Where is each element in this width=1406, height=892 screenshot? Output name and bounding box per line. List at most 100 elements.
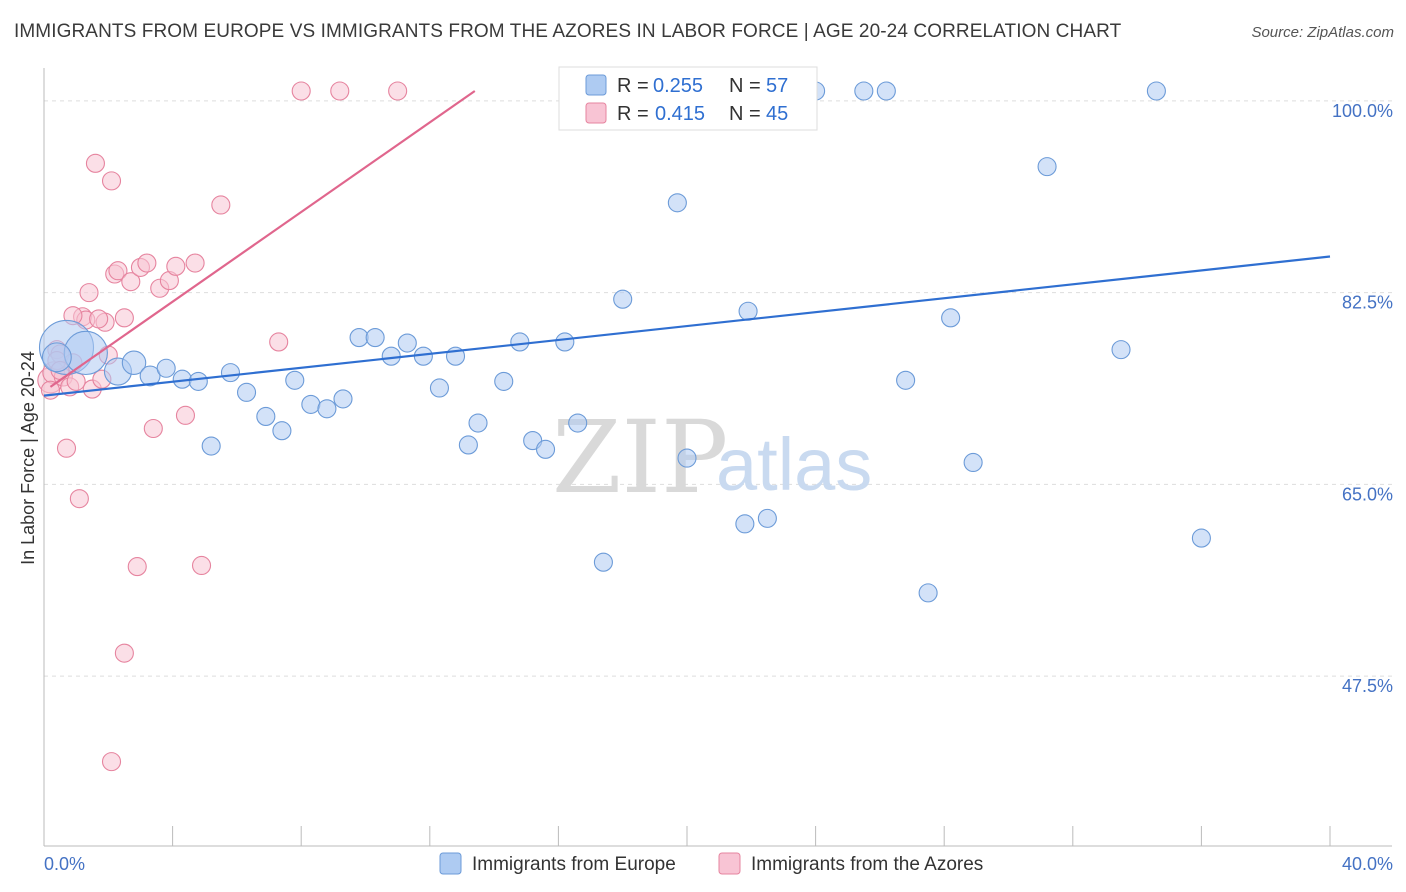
europe-point (317, 399, 337, 419)
europe-point (188, 371, 208, 391)
azores-point (143, 418, 163, 439)
europe-point (738, 301, 758, 321)
europe-point (397, 333, 417, 353)
europe-point (1146, 81, 1166, 101)
chart-title: IMMIGRANTS FROM EUROPE VS IMMIGRANTS FRO… (14, 21, 1122, 42)
azores-point (127, 557, 147, 577)
europe-trend-line (43, 255, 1331, 397)
europe-point (349, 328, 369, 348)
europe-point (220, 363, 241, 383)
azores-point (114, 308, 134, 328)
europe-point (156, 358, 176, 378)
europe-point (677, 448, 697, 468)
azores-point (330, 81, 350, 101)
azores-point (175, 405, 196, 425)
legend-azores-swatch (585, 102, 607, 124)
watermark: ZIP atlas (552, 399, 872, 516)
azores-point (166, 256, 186, 276)
legend-europe-n-label: N = (729, 75, 761, 97)
europe-point (381, 346, 401, 366)
legend-europe-swatch (585, 74, 607, 96)
europe-point (429, 378, 449, 398)
azores-point (89, 309, 109, 329)
correlation-legend: R = 0.255 N = 57 R = 0.415 N = 45 (558, 66, 818, 131)
x-tick-label-max: 40.0% (1342, 854, 1393, 874)
europe-point (555, 332, 575, 352)
europe-point (854, 81, 874, 101)
azores-point (101, 752, 122, 772)
europe-point (1191, 528, 1211, 548)
europe-point (41, 342, 72, 373)
europe-point (613, 289, 633, 309)
axes (43, 68, 1392, 847)
y-axis-label: In Labor Force | Age 20-24 (18, 351, 38, 565)
source-label: Source: ZipAtlas.com (1251, 24, 1394, 41)
series-europe-points (38, 81, 1211, 603)
europe-point (918, 583, 938, 603)
azores-point (79, 283, 99, 303)
europe-point (201, 436, 221, 456)
trend-lines (43, 90, 1331, 397)
azores-point (185, 253, 205, 273)
azores-point (69, 489, 89, 509)
europe-point (1111, 340, 1131, 360)
y-tick-label: 65.0% (1342, 484, 1393, 504)
watermark-atlas: atlas (716, 423, 872, 506)
europe-point (876, 81, 896, 101)
azores-point (66, 371, 86, 391)
series-azores-points (37, 81, 408, 772)
europe-point (272, 421, 292, 441)
azores-point (114, 643, 134, 663)
legend-europe-n-value: 57 (766, 75, 788, 97)
europe-point (510, 332, 530, 352)
bottom-legend-azores-swatch (718, 852, 741, 875)
azores-point (211, 195, 231, 215)
bottom-legend-azores-label: Immigrants from the Azores (751, 854, 983, 875)
europe-point (139, 365, 161, 387)
y-tick-label: 47.5% (1342, 676, 1393, 696)
europe-point (535, 439, 556, 459)
series-legend: Immigrants from Europe Immigrants from t… (439, 852, 983, 875)
y-tick-label: 100.0% (1332, 101, 1393, 121)
europe-point (256, 406, 276, 427)
europe-point (735, 514, 755, 534)
europe-point (365, 328, 385, 348)
europe-point (468, 413, 488, 433)
legend-azores-n-label: N = (729, 103, 761, 125)
legend-europe-r-label: R = (617, 75, 649, 97)
europe-point (667, 193, 687, 213)
azores-point (269, 332, 289, 352)
europe-point (494, 371, 514, 391)
x-tick-label-min: 0.0% (44, 854, 85, 874)
y-tick-label: 82.5% (1342, 293, 1393, 313)
legend-azores-r-value: 0.415 (655, 103, 705, 125)
legend-europe-r-value: 0.255 (653, 75, 703, 97)
bottom-legend-europe-swatch (439, 852, 462, 875)
bottom-legend-europe-label: Immigrants from Europe (472, 854, 676, 875)
europe-point (301, 394, 321, 414)
azores-point (191, 555, 212, 576)
europe-point (757, 508, 777, 528)
azores-point (137, 253, 157, 273)
legend-azores-n-value: 45 (766, 103, 788, 125)
europe-point (121, 350, 147, 376)
europe-point (1037, 157, 1057, 177)
tick-labels: 100.0% 82.5% 65.0% 47.5% 0.0% 40.0% (44, 101, 1393, 874)
azores-point (101, 171, 122, 191)
azores-point (388, 81, 408, 101)
europe-point (963, 452, 983, 473)
azores-point (291, 81, 311, 101)
legend-azores-r-label: R = (617, 103, 649, 125)
azores-point (56, 438, 77, 458)
azores-point (108, 261, 128, 281)
europe-point (568, 413, 588, 433)
europe-point (593, 552, 613, 572)
azores-point (121, 272, 141, 292)
europe-point (458, 435, 478, 455)
europe-point (236, 382, 257, 402)
europe-point (333, 389, 353, 409)
europe-point (941, 308, 961, 328)
azores-point (85, 153, 105, 173)
azores-trend-line (49, 90, 476, 388)
